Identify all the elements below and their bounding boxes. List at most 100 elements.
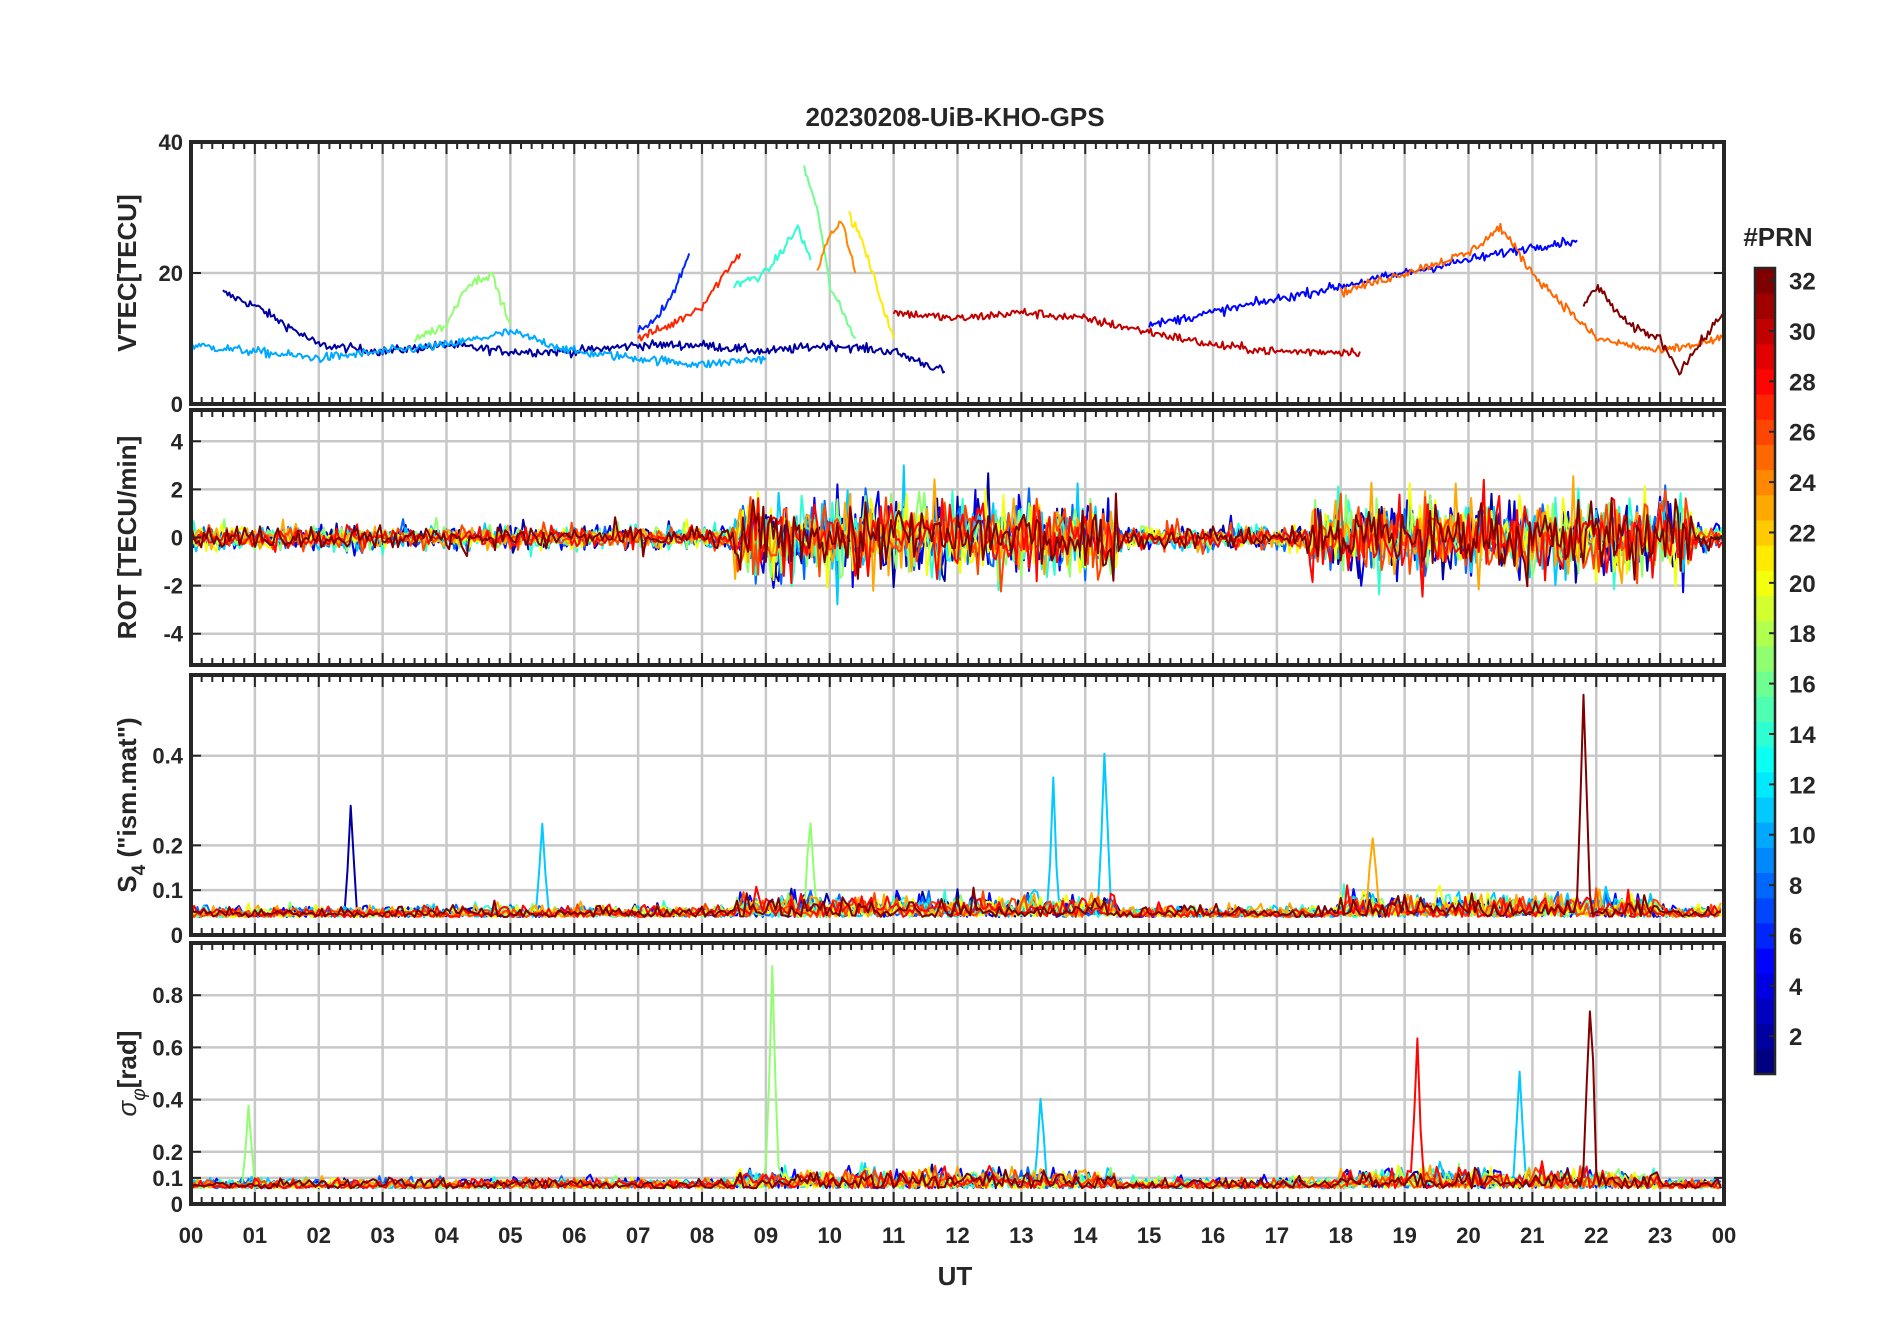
series-prn-25 xyxy=(1339,222,1724,354)
colorbar-segment xyxy=(1755,1023,1775,1050)
traces xyxy=(191,965,1722,1190)
colorbar-segment xyxy=(1755,469,1775,496)
traces xyxy=(191,165,1724,376)
series-prn-17 xyxy=(191,965,1721,1190)
colorbar-segment xyxy=(1755,293,1775,319)
y-tick-label: 0 xyxy=(171,392,183,417)
colorbar-tick-label: 4 xyxy=(1789,974,1803,1001)
colorbar-segment xyxy=(1755,721,1775,748)
colorbar-segment xyxy=(1755,419,1775,445)
y-tick-label: 0.1 xyxy=(152,1166,183,1191)
colorbar-tick-label: 14 xyxy=(1789,722,1816,749)
x-tick-label: 03 xyxy=(370,1223,394,1248)
colorbar-tick-label: 26 xyxy=(1789,420,1816,447)
series-prn-28 xyxy=(191,884,1721,919)
colorbar-tick-label: 30 xyxy=(1789,319,1816,346)
y-axis-label: S4 ("ism.mat") xyxy=(112,717,150,892)
x-tick-label: 05 xyxy=(498,1223,522,1248)
y-axis-label: ROT [TECU/min] xyxy=(112,436,142,640)
x-tick-label: 01 xyxy=(243,1223,267,1248)
colorbar-segment xyxy=(1755,696,1775,722)
y-tick-label: 4 xyxy=(171,429,184,454)
colorbar-box xyxy=(1753,266,1777,1076)
x-ticks xyxy=(190,943,1725,1204)
colorbar-segment xyxy=(1755,671,1775,697)
grid xyxy=(191,675,1724,935)
x-tick-label: 17 xyxy=(1265,1223,1289,1248)
y-axis-label: VTEC[TECU] xyxy=(112,194,142,351)
x-tick-label: 00 xyxy=(179,1223,203,1248)
x-tick-label: 13 xyxy=(1009,1223,1033,1248)
y-tick-label: 0.4 xyxy=(152,744,183,769)
panel-vtec: 0 20 40 VTEC[TECU] xyxy=(112,130,1726,417)
y-tick-label: -2 xyxy=(163,574,183,599)
x-axis: 00 01 02 03 04 05 06 07 08 09 10 11 12 13 14 15 16 17 18 19… xyxy=(179,1223,1736,1248)
x-axis-label: UT xyxy=(938,1261,973,1291)
x-tick-label: 19 xyxy=(1392,1223,1416,1248)
colorbar-tick-label: 24 xyxy=(1789,470,1816,497)
x-ticks xyxy=(190,675,1725,935)
y-tick-label: 40 xyxy=(159,130,183,155)
x-tick-label: 14 xyxy=(1073,1223,1098,1248)
series-prn-32 xyxy=(1582,284,1724,376)
colorbar-segment xyxy=(1755,545,1775,571)
x-tick-label: 18 xyxy=(1329,1223,1353,1248)
colorbar-segment xyxy=(1755,872,1775,899)
x-tick-label: 20 xyxy=(1456,1223,1480,1248)
y-tick-label: 0.4 xyxy=(152,1088,183,1113)
colorbar-tick-label: 10 xyxy=(1789,823,1816,850)
colorbar-title: #PRN xyxy=(1743,222,1812,252)
colorbar-segment xyxy=(1755,620,1775,647)
series-prn-27 xyxy=(637,253,742,342)
colorbar-segment xyxy=(1755,973,1775,1000)
colorbar-segment xyxy=(1755,519,1775,546)
series-prn-30 xyxy=(892,307,1361,358)
x-tick-label: 00 xyxy=(1712,1223,1736,1248)
y-tick-label: 0 xyxy=(171,526,183,551)
x-tick-label: 02 xyxy=(307,1223,331,1248)
colorbar-tick-label: 8 xyxy=(1789,873,1802,900)
colorbar-segment xyxy=(1755,771,1775,798)
panel-rot: -4 -2 0 2 4 ROT [TECU/min] xyxy=(112,408,1726,667)
colorbar-segment xyxy=(1755,318,1775,345)
x-tick-label: 15 xyxy=(1137,1223,1161,1248)
x-tick-label: 23 xyxy=(1648,1223,1672,1248)
x-tick-label: 04 xyxy=(434,1223,459,1248)
x-tick-label: 11 xyxy=(882,1223,905,1248)
y-tick-label: 20 xyxy=(159,261,183,286)
x-tick-label: 07 xyxy=(626,1223,650,1248)
colorbar-segment xyxy=(1755,847,1775,874)
colorbar-segment xyxy=(1755,444,1775,471)
panel-s4: 0 0.1 0.2 0.4S4 ("ism.mat") xyxy=(112,673,1726,948)
colorbar-segment xyxy=(1755,393,1775,420)
colorbar-segment xyxy=(1755,494,1775,521)
colorbar-segment xyxy=(1755,343,1775,370)
colorbar-segment xyxy=(1755,822,1775,848)
series-prn-17 xyxy=(413,271,512,343)
colorbar-segment xyxy=(1755,746,1775,773)
series-prn-32 xyxy=(191,693,1722,918)
series-prn-16 xyxy=(803,165,857,340)
x-ticks xyxy=(190,142,1725,404)
colorbar-segment xyxy=(1755,796,1775,823)
y-tick-label: 0.2 xyxy=(152,833,183,858)
colorbar-tick-label: 20 xyxy=(1789,571,1816,598)
x-ticks xyxy=(190,410,1725,665)
series-prn-6 xyxy=(637,253,691,333)
grid xyxy=(191,142,1724,404)
x-tick-label: 06 xyxy=(562,1223,586,1248)
x-tick-label: 21 xyxy=(1520,1223,1544,1248)
colorbar-segment xyxy=(1755,570,1775,597)
series-prn-21 xyxy=(848,211,895,339)
y-tick-label: 0.6 xyxy=(152,1035,183,1060)
colorbar-tick-label: 32 xyxy=(1789,269,1816,296)
x-tick-label: 16 xyxy=(1201,1223,1225,1248)
traces xyxy=(191,464,1724,606)
colorbar-tick-label: 28 xyxy=(1789,369,1816,396)
series-prn-28 xyxy=(191,1037,1722,1190)
colorbar-tick-label: 18 xyxy=(1789,621,1816,648)
traces xyxy=(191,693,1722,919)
y-tick-label: -4 xyxy=(163,622,183,647)
